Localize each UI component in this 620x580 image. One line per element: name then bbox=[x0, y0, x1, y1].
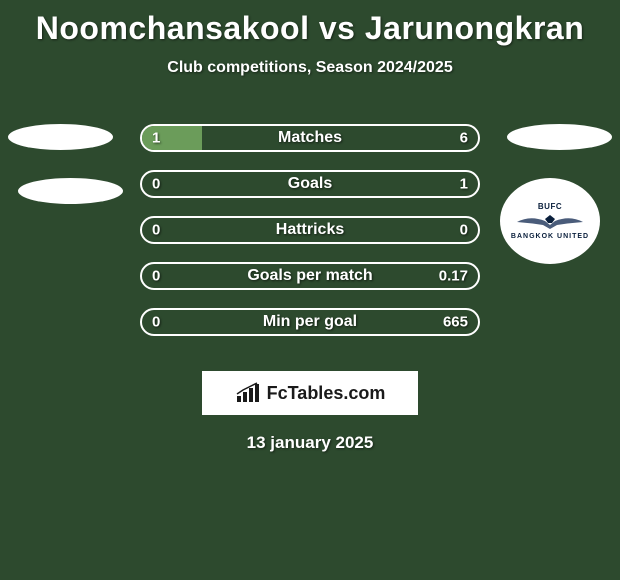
stat-bar: 1 Matches 6 bbox=[140, 124, 480, 152]
stat-right-value: 6 bbox=[460, 130, 468, 147]
page-title: Noomchansakool vs Jarunongkran bbox=[0, 0, 620, 47]
badge-top-text: BUFC bbox=[538, 202, 562, 211]
chart-icon bbox=[235, 382, 261, 404]
stat-bar: 0 Min per goal 665 bbox=[140, 308, 480, 336]
right-team-logo-1 bbox=[507, 124, 612, 150]
stat-right-value: 665 bbox=[443, 314, 468, 331]
stat-left-value: 0 bbox=[152, 268, 160, 285]
stat-label: Goals bbox=[288, 175, 332, 193]
stat-bar: 0 Goals 1 bbox=[140, 170, 480, 198]
left-team-logo-1 bbox=[8, 124, 113, 150]
left-team-logo-2 bbox=[18, 178, 123, 204]
badge-bottom-text: BANGKOK UNITED bbox=[511, 233, 589, 240]
footer-logo: FcTables.com bbox=[202, 371, 418, 415]
stat-bar: 0 Hattricks 0 bbox=[140, 216, 480, 244]
stat-left-value: 1 bbox=[152, 130, 160, 147]
stat-label: Matches bbox=[278, 129, 342, 147]
stat-left-value: 0 bbox=[152, 314, 160, 331]
stat-left-value: 0 bbox=[152, 222, 160, 239]
date: 13 january 2025 bbox=[0, 433, 620, 453]
badge-wing-icon bbox=[515, 213, 585, 231]
stat-label: Min per goal bbox=[263, 313, 357, 331]
subtitle: Club competitions, Season 2024/2025 bbox=[0, 59, 620, 77]
stat-right-value: 1 bbox=[460, 176, 468, 193]
stat-row: 0 Min per goal 665 bbox=[0, 299, 620, 345]
stat-row: 0 Goals per match 0.17 bbox=[0, 253, 620, 299]
stat-bar: 0 Goals per match 0.17 bbox=[140, 262, 480, 290]
stat-right-value: 0 bbox=[460, 222, 468, 239]
footer-logo-text: FcTables.com bbox=[267, 383, 386, 404]
stat-right-value: 0.17 bbox=[439, 268, 468, 285]
stat-label: Hattricks bbox=[276, 221, 344, 239]
stat-left-value: 0 bbox=[152, 176, 160, 193]
stat-label: Goals per match bbox=[247, 267, 372, 285]
right-team-badge: BUFC BANGKOK UNITED bbox=[500, 178, 600, 264]
